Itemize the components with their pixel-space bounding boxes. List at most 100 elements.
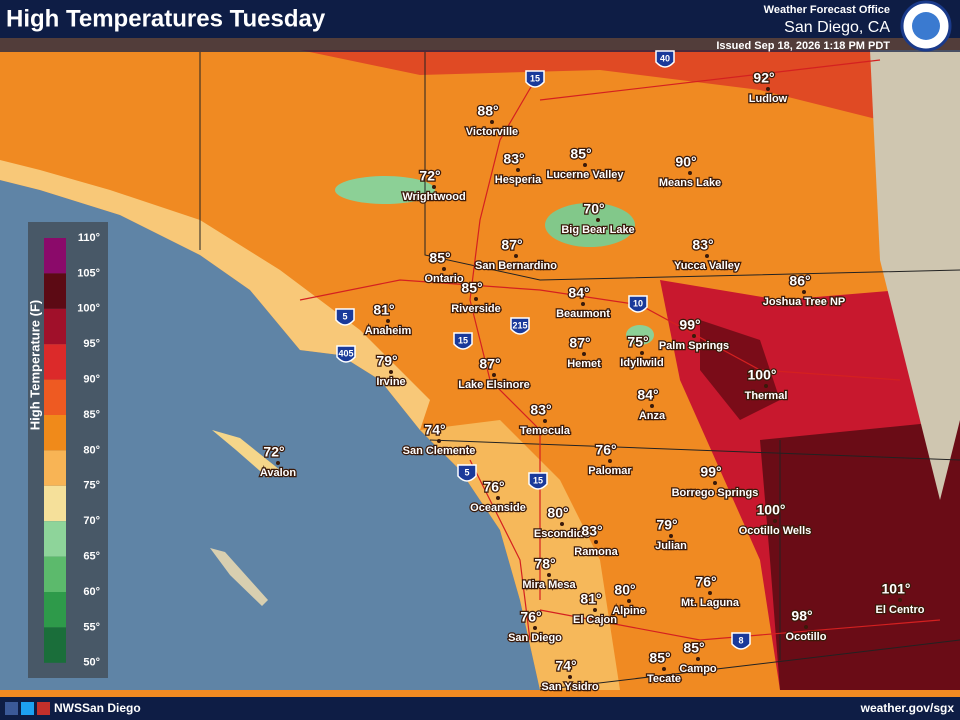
legend-label: 105°: [77, 267, 100, 279]
legend-label: 65°: [83, 551, 100, 563]
legend-label: 55°: [83, 621, 100, 633]
city-temp: 80°: [614, 582, 635, 598]
cool-zone: [626, 325, 654, 345]
legend-swatch: [44, 627, 66, 663]
legend-swatch: [44, 273, 66, 309]
city-temp: 84°: [637, 387, 658, 403]
city-name: Ramona: [574, 546, 618, 558]
url: weather.gov/sgx: [860, 701, 955, 715]
highway-number: 40: [660, 53, 670, 63]
city-temp: 83°: [692, 237, 713, 253]
social-handle: NWSSan Diego: [54, 701, 141, 715]
highway-number: 15: [458, 335, 468, 345]
city-name: San Clemente: [403, 445, 476, 457]
city-temp: 74°: [424, 422, 445, 438]
city-name: Anaheim: [365, 325, 412, 337]
legend-label: 75°: [83, 480, 100, 492]
desert: [870, 50, 960, 500]
city-name: Palomar: [588, 465, 632, 477]
city-temp: 76°: [695, 574, 716, 590]
city-name: Mira Mesa: [522, 579, 576, 591]
city-temp: 90°: [675, 154, 696, 170]
hottest-zone: [700, 320, 780, 420]
city-name: San Ysidro: [541, 681, 599, 693]
city-dot: [696, 657, 700, 661]
island: [212, 430, 280, 478]
city-temp: 99°: [679, 317, 700, 333]
city-dot: [692, 334, 696, 338]
city-temp: 100°: [757, 502, 786, 518]
twitter-icon: [21, 702, 34, 715]
highway-number: 5: [342, 311, 347, 321]
legend-swatch: [44, 485, 66, 522]
city-name: Oceanside: [470, 502, 526, 514]
city-temp: 80°: [547, 505, 568, 521]
city-temp: 85°: [461, 280, 482, 296]
header-bar: [0, 38, 960, 52]
legend-swatch: [44, 308, 66, 345]
city-temp: 83°: [503, 151, 524, 167]
city-temp: 92°: [753, 70, 774, 86]
office: Weather Forecast Office: [764, 4, 890, 16]
highway-shield: [335, 308, 355, 326]
city-name: San Diego: [508, 632, 562, 644]
city-dot: [662, 667, 666, 671]
city-dot: [669, 534, 673, 538]
highway-number: 5: [464, 467, 469, 477]
legend-box: [28, 222, 108, 678]
city-temp: 79°: [376, 353, 397, 369]
city-name: Escondido: [534, 528, 591, 540]
highway-shield: [628, 295, 648, 313]
city-dot: [650, 404, 654, 408]
legend-label: 70°: [83, 515, 100, 527]
city-dot: [773, 519, 777, 523]
city-name: Beaumont: [556, 308, 610, 320]
city-dot: [705, 254, 709, 258]
city-name: Julian: [655, 540, 687, 552]
legend-swatch: [44, 521, 66, 557]
city-temp: 87°: [479, 356, 500, 372]
city-name: Big Bear Lake: [561, 224, 634, 236]
city-dot: [581, 302, 585, 306]
city-name: Borrego Springs: [672, 487, 759, 499]
city-dot: [474, 297, 478, 301]
city-dot: [547, 573, 551, 577]
legend-label: 110°: [78, 232, 100, 244]
city-name: Ontario: [424, 273, 463, 285]
legend-label: 100°: [77, 303, 100, 315]
city-name: Hesperia: [495, 174, 542, 186]
city-dot: [389, 370, 393, 374]
city-temp: 86°: [789, 273, 810, 289]
issued: Issued Sep 18, 2026 1:18 PM PDT: [716, 40, 890, 52]
city-temp: 85°: [429, 250, 450, 266]
city-dot: [492, 373, 496, 377]
island: [210, 548, 268, 606]
city-name: San Bernardino: [475, 260, 557, 272]
highway-number: 8: [738, 635, 743, 645]
city-temp: 76°: [595, 442, 616, 458]
facebook-icon: [5, 702, 18, 715]
city-dot: [804, 625, 808, 629]
cool-zone: [545, 203, 635, 247]
city-name: Avalon: [260, 467, 297, 479]
city-name: Alpine: [612, 605, 646, 617]
highway-shield: [453, 332, 473, 350]
city-temp: 83°: [581, 523, 602, 539]
highway-number: 405: [338, 348, 353, 358]
city-temp: 100°: [748, 367, 777, 383]
legend-label: 60°: [83, 586, 100, 598]
city-dot: [898, 598, 902, 602]
city-name: Joshua Tree NP: [763, 296, 846, 308]
footer-bar: [0, 697, 960, 720]
highway-shield: [731, 632, 751, 650]
city-dot: [688, 171, 692, 175]
cool-zone: [335, 176, 435, 204]
city-dot: [533, 626, 537, 630]
city-name: Anza: [639, 410, 666, 422]
legend-label: 80°: [83, 444, 100, 456]
city-dot: [386, 319, 390, 323]
city-dot: [713, 481, 717, 485]
city-dot: [496, 496, 500, 500]
city-temp: 72°: [263, 444, 284, 460]
legend-swatch: [44, 238, 66, 274]
